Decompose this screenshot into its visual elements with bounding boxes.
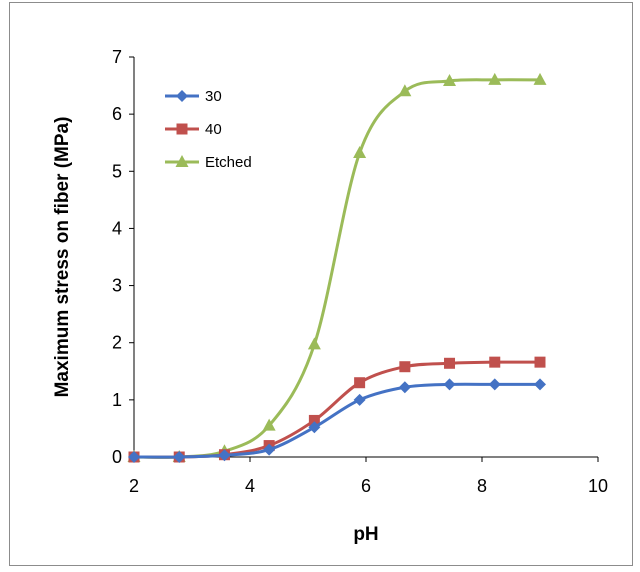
- series-line: [133, 382, 540, 459]
- data-point: [353, 146, 367, 158]
- y-tick-label: 3: [112, 276, 122, 296]
- series-40: [128, 356, 546, 463]
- data-point: [262, 418, 276, 431]
- x-tick-label: 8: [477, 476, 487, 496]
- data-point: [489, 356, 501, 368]
- legend-label: 40: [205, 121, 222, 138]
- series-layer: [127, 72, 547, 463]
- legend: 30 40 Etched: [165, 88, 252, 171]
- y-axis-label: Maximum stress on fiber (MPa): [52, 117, 73, 398]
- y-tick-label: 5: [112, 161, 122, 181]
- legend-item: 30: [165, 88, 222, 105]
- y-tick-label: 2: [112, 333, 122, 353]
- series-line: [133, 360, 541, 459]
- y-tick-label: 4: [112, 218, 122, 238]
- data-point: [443, 74, 457, 86]
- data-point: [488, 378, 501, 391]
- data-point: [354, 377, 366, 389]
- data-point: [444, 357, 456, 369]
- series-30: [128, 378, 546, 463]
- data-point: [173, 451, 186, 463]
- data-point: [399, 361, 411, 373]
- chart-frame: [9, 2, 633, 566]
- legend-label: 30: [205, 88, 222, 105]
- x-tick-label: 4: [245, 476, 255, 496]
- data-point: [308, 421, 321, 434]
- legend-marker: [175, 155, 189, 167]
- data-point: [534, 378, 546, 391]
- data-point: [534, 356, 546, 368]
- data-point: [488, 72, 502, 85]
- data-point: [398, 84, 412, 97]
- data-point: [398, 381, 411, 394]
- data-point: [533, 72, 547, 85]
- data-point: [443, 378, 456, 391]
- axes: 0 1 2 3 4 5 6 7 2 4 6 8 10: [112, 47, 608, 496]
- legend-marker: [176, 90, 188, 102]
- x-axis-label: pH: [353, 524, 378, 545]
- x-tick-label: 6: [361, 476, 371, 496]
- x-tick-label: 2: [129, 476, 139, 496]
- x-tick-label: 10: [588, 476, 608, 496]
- series-etched: [127, 72, 547, 462]
- y-tick-label: 7: [112, 47, 122, 67]
- y-tick-label: 6: [112, 104, 122, 124]
- legend-item: Etched: [165, 154, 252, 171]
- data-point: [263, 443, 276, 456]
- y-tick-label: 1: [112, 390, 122, 410]
- data-point: [218, 449, 231, 462]
- data-point: [307, 337, 321, 350]
- legend-label: Etched: [205, 154, 252, 171]
- data-point: [128, 451, 140, 463]
- y-tick-label: 0: [112, 447, 122, 467]
- legend-item: 40: [165, 121, 222, 138]
- data-point: [353, 393, 366, 406]
- data-point: [308, 414, 320, 426]
- legend-marker: [176, 123, 188, 135]
